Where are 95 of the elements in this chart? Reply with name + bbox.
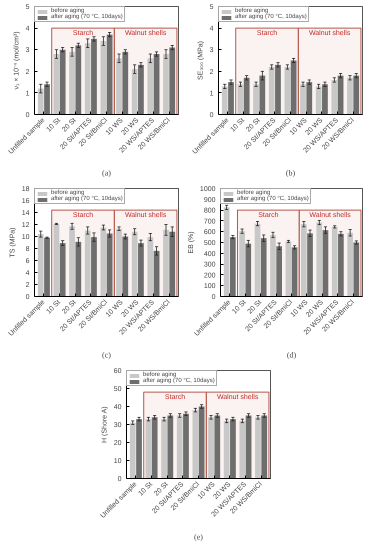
bar — [347, 232, 353, 296]
bar — [253, 84, 259, 114]
bar — [84, 43, 91, 114]
bar — [224, 207, 230, 296]
bar — [338, 234, 344, 296]
bar — [44, 84, 50, 114]
bar — [169, 232, 176, 296]
bar — [270, 234, 276, 296]
bar — [154, 250, 160, 296]
bar — [183, 414, 189, 478]
bar — [75, 45, 82, 114]
bar — [60, 243, 66, 296]
bar — [75, 242, 82, 296]
bar — [301, 224, 307, 296]
bar — [261, 416, 268, 478]
bar — [245, 244, 252, 296]
bar — [154, 54, 160, 114]
bar — [260, 238, 267, 296]
bar — [152, 417, 158, 478]
bar — [91, 237, 97, 296]
bar — [224, 420, 230, 478]
bar — [254, 224, 260, 296]
bar — [138, 243, 144, 296]
bar — [100, 228, 106, 296]
bar — [100, 41, 106, 114]
bar — [347, 78, 353, 114]
bar — [244, 78, 250, 114]
bar — [132, 232, 138, 296]
bar — [276, 246, 282, 296]
bar — [106, 34, 113, 114]
bar — [122, 52, 128, 114]
bar — [69, 226, 75, 296]
bar — [353, 242, 360, 296]
bar — [316, 86, 322, 114]
bar — [106, 234, 113, 296]
bar — [292, 247, 298, 296]
bar — [122, 236, 128, 296]
bar — [60, 50, 66, 114]
bar — [228, 82, 234, 114]
bar — [38, 88, 44, 114]
bar — [69, 52, 75, 114]
bar — [161, 419, 167, 478]
bar — [322, 84, 328, 114]
bar — [275, 64, 281, 114]
bar — [331, 80, 338, 114]
bar — [138, 64, 144, 114]
text: (a) — [102, 168, 112, 178]
bar — [332, 226, 338, 296]
bar — [54, 224, 60, 296]
bar — [198, 406, 205, 478]
bar — [230, 419, 236, 478]
text: (b) — [286, 168, 296, 178]
bar — [147, 58, 154, 114]
bar — [322, 230, 328, 296]
bar — [286, 241, 292, 296]
bar — [208, 417, 214, 478]
bar — [84, 230, 91, 296]
bar — [255, 417, 261, 478]
bar — [284, 66, 290, 114]
bar — [91, 38, 97, 114]
bar — [167, 416, 174, 478]
bar — [306, 82, 312, 114]
bar — [136, 419, 142, 478]
bar — [316, 222, 322, 296]
bar — [163, 230, 169, 296]
bar — [54, 54, 60, 114]
bar — [116, 58, 122, 114]
bar — [268, 66, 275, 114]
bar — [353, 76, 360, 114]
bar — [214, 416, 220, 478]
text: (c) — [102, 350, 112, 360]
bar — [116, 228, 122, 296]
bar — [290, 60, 297, 114]
text: (e) — [194, 532, 204, 542]
bar — [246, 416, 252, 478]
bar — [239, 420, 246, 478]
bar — [307, 233, 313, 296]
bar — [44, 238, 50, 296]
bar — [147, 237, 154, 296]
bar — [300, 84, 306, 114]
bar — [192, 410, 198, 478]
bar — [222, 86, 228, 114]
bar — [230, 237, 236, 296]
bar — [238, 84, 244, 114]
bar — [338, 76, 344, 114]
bar — [130, 422, 136, 478]
bar — [132, 69, 138, 114]
bar — [146, 419, 152, 478]
bar — [239, 231, 245, 296]
bar — [163, 54, 169, 114]
bar — [176, 416, 183, 478]
bar — [259, 76, 266, 114]
bar — [169, 48, 176, 114]
bar — [38, 234, 44, 296]
text: (d) — [286, 350, 296, 360]
